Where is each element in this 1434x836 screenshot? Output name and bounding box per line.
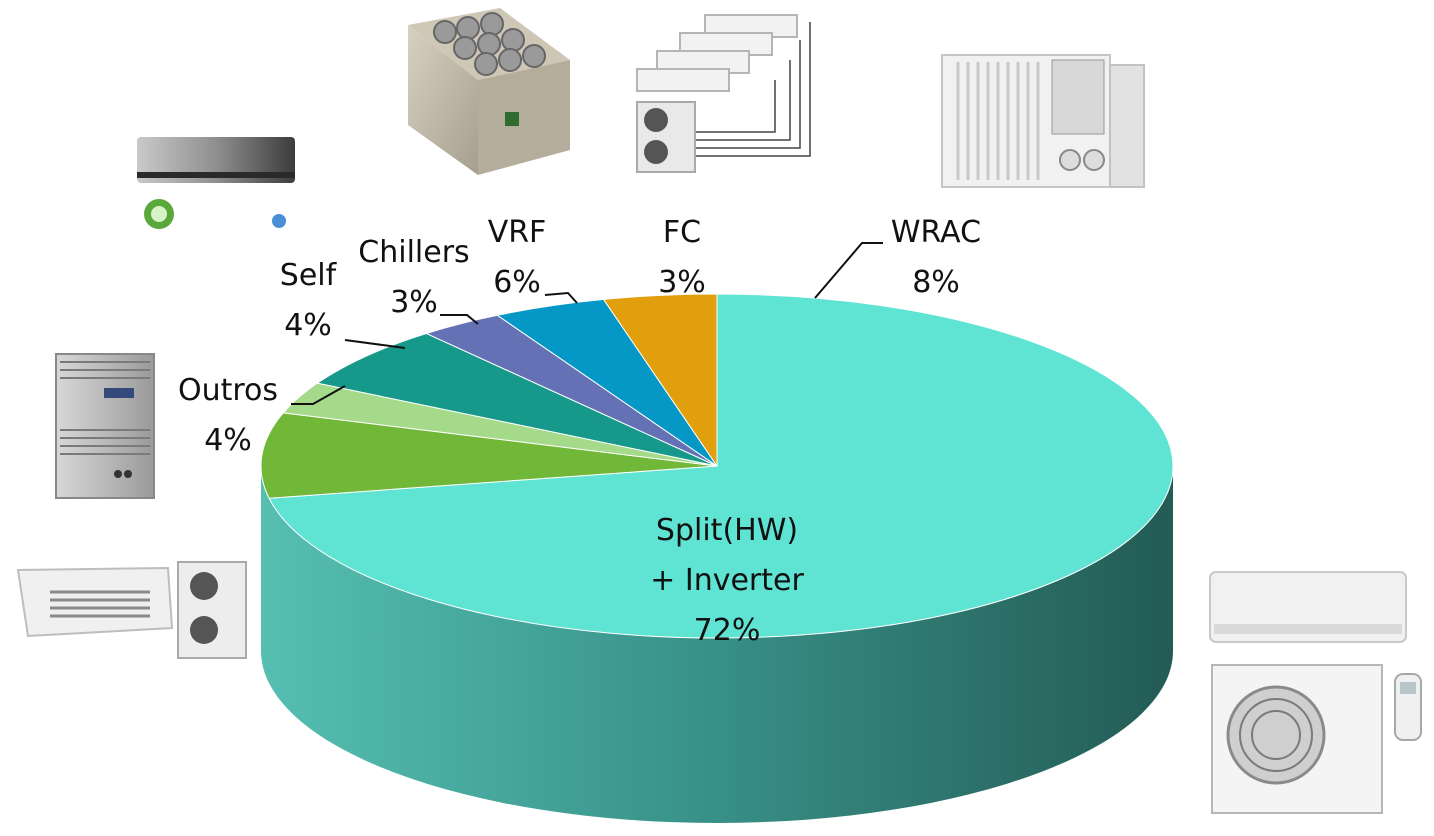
split-ac-with-remote-icon <box>1209 571 1422 814</box>
slice-name-label: Outros <box>178 373 278 408</box>
vrf-system-icon <box>636 14 811 173</box>
pie-side-wall <box>261 466 1173 823</box>
window-ac-icon <box>941 54 1145 188</box>
slice-label: Self 4% <box>280 258 338 343</box>
slice-value-label: 3% <box>658 265 706 300</box>
slice-value-label: 8% <box>912 265 960 300</box>
leader-line <box>814 242 883 299</box>
leader-line <box>440 314 479 325</box>
slice-label: Outros 4% <box>178 373 278 458</box>
pie-slice-split-hw <box>268 293 1174 639</box>
pie-slice-outros <box>602 293 718 468</box>
leader-line <box>291 385 346 405</box>
self-contained-unit-icon <box>55 353 155 499</box>
leader-lines <box>291 242 883 405</box>
slice-name-label: FC <box>663 215 701 250</box>
slice-label: Split(HW) + Inverter 72% <box>650 513 804 648</box>
slice-label: VRF 6% <box>488 215 547 300</box>
slice-value-label: 4% <box>284 308 332 343</box>
slice-value-label: 3% <box>390 285 438 320</box>
slice-labels: Split(HW) + Inverter 72% WRAC 8% FC 3% VRF 6% Chi… <box>178 215 981 648</box>
cassette-split-ac-icon <box>16 561 247 659</box>
slice-name-label: VRF <box>488 215 547 250</box>
leader-line <box>544 291 578 304</box>
slice-name-label: Chillers <box>358 235 469 270</box>
pie-slice-wrac <box>260 412 718 499</box>
leader-line <box>344 339 406 349</box>
slice-label: Chillers 3% <box>358 235 469 320</box>
slice-name-label: WRAC <box>891 215 981 250</box>
slice-value-label: 72% <box>694 613 761 648</box>
slice-name-label: + Inverter <box>650 563 804 598</box>
slice-name-label: Self <box>280 258 338 293</box>
slice-label: WRAC 8% <box>891 215 981 300</box>
wall-split-ac-icon <box>137 137 295 229</box>
slice-value-label: 4% <box>204 423 252 458</box>
slice-label: FC 3% <box>658 215 706 300</box>
pie-slices <box>260 293 1174 639</box>
pie-side-surface <box>261 466 1173 823</box>
slice-value-label: 6% <box>493 265 541 300</box>
slice-name-label: Split(HW) <box>656 513 798 548</box>
pie-slice-vrf <box>316 332 718 467</box>
rooftop-chiller-icon <box>408 8 570 175</box>
